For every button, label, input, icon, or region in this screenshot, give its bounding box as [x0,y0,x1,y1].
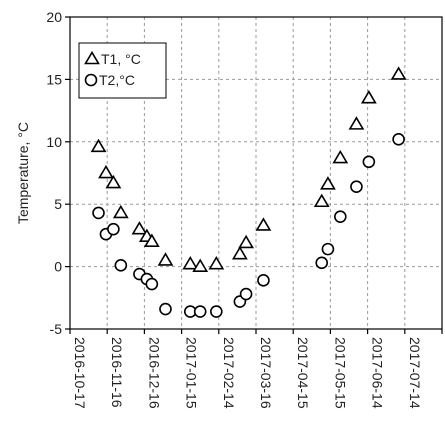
x-tick-label: 2017-01-15 [184,337,200,409]
y-tick-label: 5 [54,196,62,212]
data-point-triangle [321,178,334,189]
data-point-circle [195,306,206,317]
x-tick-label: 2016-12-16 [146,337,162,409]
data-point-circle [393,134,404,145]
x-tick-label: 2017-05-15 [332,337,348,409]
data-point-circle [258,275,269,286]
data-point-triangle [315,195,328,206]
y-axis-title: Temperature, °C [15,122,31,224]
legend-label-t1: T1, °C [101,51,141,67]
data-point-circle [93,207,104,218]
data-point-circle [211,306,222,317]
data-point-triangle [114,206,127,217]
x-tick-label: 2017-04-15 [295,337,311,409]
y-tick-label: 20 [46,9,62,25]
data-point-circle [146,279,157,290]
data-point-circle [322,244,333,255]
data-point-triangle [240,236,253,247]
data-point-circle [335,211,346,222]
data-point-circle [241,289,252,300]
data-point-triangle [257,219,270,230]
data-point-triangle [99,167,112,178]
legend-circle-icon [86,75,97,86]
x-tick-label: 2017-02-14 [221,337,237,409]
x-tick-label: 2016-11-16 [109,337,125,408]
data-point-circle [160,304,171,315]
y-tick-label: 15 [46,71,62,87]
data-point-triangle [350,118,363,129]
data-point-circle [115,260,126,271]
data-point-triangle [233,248,246,259]
legend: T1, °C T2,°C [79,43,166,98]
data-point-circle [351,181,362,192]
x-tick-label: 2017-07-14 [407,337,423,409]
series-layer [92,68,405,317]
data-point-triangle [184,258,197,269]
y-tick-label: -5 [50,321,63,337]
data-point-triangle [92,140,105,151]
y-tick-label: 10 [46,134,62,150]
y-tick-label: 0 [54,259,62,275]
data-point-triangle [392,68,405,79]
x-tick-label: 2017-06-14 [370,337,386,409]
x-tick-label: 2016-10-17 [72,337,88,409]
data-point-triangle [159,254,172,265]
data-point-triangle [210,258,223,269]
data-point-circle [316,257,327,268]
x-tick-label: 2017-03-16 [258,337,274,409]
legend-label-t2: T2,°C [99,72,135,88]
data-point-circle [363,156,374,167]
data-point-triangle [334,152,347,163]
data-point-circle [108,224,119,235]
data-point-triangle [362,92,375,103]
